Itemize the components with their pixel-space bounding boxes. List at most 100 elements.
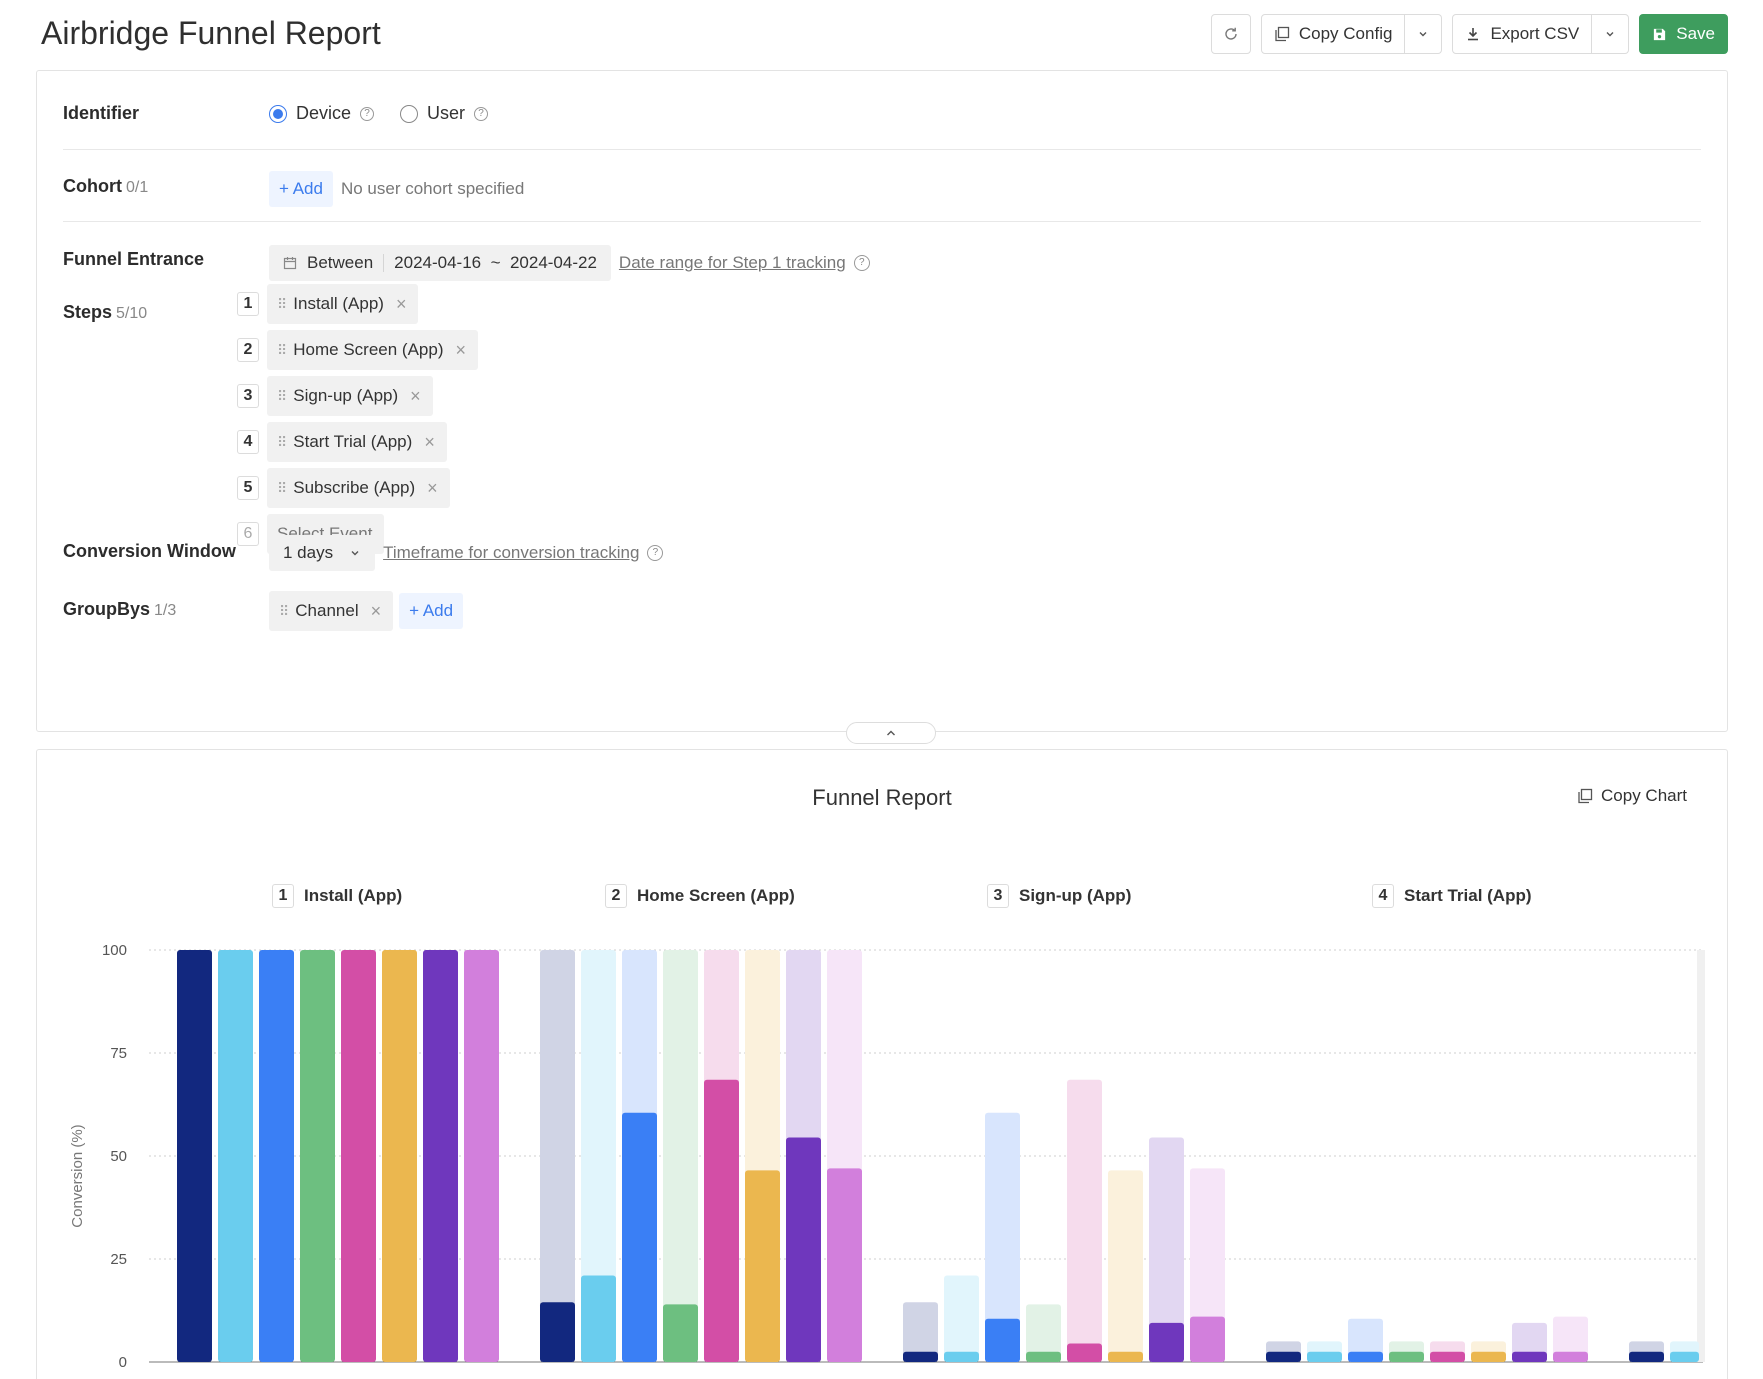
remove-step-icon[interactable]: × — [395, 293, 407, 314]
chart-step-header: 3 Sign-up (App) — [987, 884, 1131, 908]
bar — [1553, 1351, 1588, 1362]
conversion-window-select[interactable]: 1 days — [269, 535, 376, 571]
chart-step-name: Home Screen (App) — [637, 886, 795, 905]
bar — [1067, 1343, 1102, 1362]
groupbys-controls: ⠿ Channel × + Add — [269, 591, 464, 631]
remove-step-icon[interactable]: × — [455, 339, 467, 360]
bar — [1471, 1351, 1506, 1362]
help-icon[interactable]: ? — [360, 106, 375, 121]
chevron-down-icon — [1417, 28, 1429, 40]
bar — [1108, 1351, 1143, 1362]
chart-step-name: Install (App) — [304, 886, 403, 905]
drag-handle-icon[interactable]: ⠿ — [279, 602, 289, 619]
help-icon[interactable]: ? — [853, 255, 870, 271]
help-icon[interactable]: ? — [474, 106, 489, 121]
step-chip[interactable]: ⠿ Sign-up (App) × — [267, 376, 433, 416]
copy-chart-label: Copy Chart — [1601, 786, 1687, 805]
copy-config-button[interactable]: Copy Config — [1260, 14, 1406, 54]
bar — [944, 1351, 979, 1362]
conversion-window-value: 1 days — [283, 543, 334, 562]
add-cohort-button[interactable]: + Add — [269, 171, 333, 207]
bar — [704, 1079, 739, 1362]
remove-step-icon[interactable]: × — [410, 385, 421, 406]
step-chip[interactable]: ⠿ Subscribe (App) × — [267, 468, 450, 508]
bar-dropoff — [581, 950, 616, 1362]
conversion-window-hint-link[interactable]: Timeframe for conversion tracking — [383, 543, 640, 562]
copy-config-dropdown[interactable] — [1405, 14, 1443, 54]
identifier-option-user: User — [427, 103, 466, 123]
bar-dropoff — [1067, 1079, 1102, 1362]
identifier-radio-user[interactable]: User ? — [400, 103, 489, 124]
cohort-empty-text: No user cohort specified — [340, 179, 525, 198]
cohort-count: 0/1 — [125, 179, 149, 196]
export-csv-button[interactable]: Export CSV — [1452, 14, 1593, 54]
copy-config-label: Copy Config — [1298, 24, 1393, 43]
bar-dropoff — [1348, 1318, 1383, 1362]
bar — [1430, 1351, 1465, 1362]
groupbys-label-text: GroupBys — [63, 599, 151, 619]
remove-step-icon[interactable]: × — [424, 431, 435, 452]
date-range-hint-link[interactable]: Date range for Step 1 tracking — [618, 253, 846, 272]
bar — [540, 1302, 575, 1362]
groupby-chip[interactable]: ⠿ Channel × — [269, 591, 394, 631]
bar — [1266, 1351, 1301, 1362]
step-chip-label: Install (App) — [293, 294, 384, 313]
bar — [1190, 1316, 1225, 1362]
y-tick-label: 100 — [102, 942, 127, 959]
refresh-button[interactable] — [1210, 14, 1251, 54]
bar — [1307, 1351, 1342, 1362]
drag-handle-icon[interactable]: ⠿ — [277, 295, 287, 312]
chart-step-header: 2 Home Screen (App) — [605, 884, 795, 908]
report-title: Funnel Report — [812, 785, 952, 810]
collapse-panel-button[interactable] — [846, 722, 936, 744]
identifier-label: Identifier — [63, 103, 140, 123]
export-csv-group: Export CSV — [1452, 14, 1630, 54]
copy-icon — [1577, 788, 1593, 804]
funnel-report-panel: Funnel Report Copy Chart 1 Install (App) 2… — [36, 749, 1728, 1379]
funnel-config-panel: Identifier Device ? User ? Cohort 0/1 + A… — [36, 70, 1728, 732]
bar — [382, 950, 417, 1362]
toolbar: Copy Config Export CSV Save — [1210, 14, 1728, 54]
scroll-edge — [1697, 950, 1705, 1362]
steps-count: 5/10 — [116, 305, 148, 322]
bar-dropoff — [1553, 1316, 1588, 1362]
help-icon[interactable]: ? — [647, 545, 664, 561]
export-csv-dropdown[interactable] — [1592, 14, 1630, 54]
step-chip[interactable]: ⠿ Install (App) × — [267, 284, 419, 324]
drag-handle-icon[interactable]: ⠿ — [277, 433, 287, 450]
step-chip[interactable]: ⠿ Start Trial (App) × — [267, 422, 447, 462]
drag-handle-icon[interactable]: ⠿ — [277, 387, 287, 404]
bar-dropoff — [1149, 1137, 1184, 1362]
conversion-window-label: Conversion Window — [63, 541, 236, 561]
remove-groupby-icon[interactable]: × — [370, 600, 382, 621]
remove-step-icon[interactable]: × — [427, 477, 438, 498]
bar — [464, 950, 499, 1362]
step-chip[interactable]: ⠿ Home Screen (App) × — [267, 330, 479, 370]
bar-dropoff — [1026, 1304, 1061, 1362]
chart-step-header: 4 Start Trial (App) — [1372, 884, 1532, 908]
identifier-radio-group: Device ? User ? — [269, 103, 489, 124]
cohort-controls: + Add No user cohort specified — [269, 171, 524, 207]
drag-handle-icon[interactable]: ⠿ — [277, 479, 287, 496]
step-number: 1 — [237, 292, 259, 316]
bar-dropoff — [903, 1302, 938, 1362]
step-chip-label: Home Screen (App) — [293, 340, 444, 359]
drag-handle-icon[interactable]: ⠿ — [277, 341, 287, 358]
step-number: 2 — [237, 338, 259, 362]
bar — [423, 950, 458, 1362]
date-range-value: 2024-04-16 ~ 2024-04-22 — [394, 253, 597, 272]
step-row: 4 ⠿ Start Trial (App) × — [237, 422, 447, 462]
save-button[interactable]: Save — [1639, 14, 1728, 54]
add-groupby-button[interactable]: + Add — [399, 593, 464, 629]
steps-label-text: Steps — [63, 302, 113, 322]
download-icon — [1465, 26, 1481, 42]
refresh-icon — [1223, 26, 1239, 42]
copy-chart-button[interactable]: Copy Chart — [1577, 786, 1687, 806]
step-number: 4 — [237, 430, 259, 454]
step-number: 2 — [605, 884, 627, 908]
bar — [1670, 1351, 1699, 1362]
date-range-picker[interactable]: Between 2024-04-16 ~ 2024-04-22 — [269, 245, 611, 281]
identifier-radio-device[interactable]: Device ? — [269, 103, 375, 124]
y-axis-label: Conversion (%) — [69, 1124, 86, 1227]
bar — [300, 950, 335, 1362]
